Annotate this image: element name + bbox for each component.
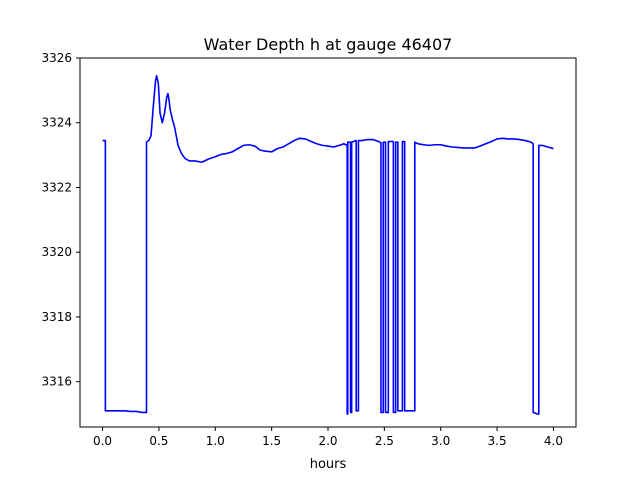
y-tick-label: 3316	[41, 375, 72, 389]
x-tick-label: 3.0	[431, 434, 450, 448]
y-tick-label: 3326	[41, 51, 72, 65]
x-axis-label: hours	[310, 457, 347, 472]
y-tick-label: 3320	[41, 245, 72, 259]
y-tick-label: 3318	[41, 310, 72, 324]
y-tick-label: 3322	[41, 180, 72, 194]
x-tick-label: 2.5	[375, 434, 394, 448]
x-tick-label: 3.5	[488, 434, 507, 448]
x-tick-label: 1.0	[206, 434, 225, 448]
x-tick-label: 0.5	[149, 434, 168, 448]
x-tick-label: 1.5	[262, 434, 281, 448]
series-line-0	[102, 75, 554, 415]
chart-title: Water Depth h at gauge 46407	[204, 35, 453, 54]
plot-area: 0.0 0.5 1.0 1.5 2.0 2.5 3.0 3.5 4.0 3316 3318 3320 3…	[41, 51, 577, 448]
x-tick-label: 0.0	[93, 434, 112, 448]
x-tick-label: 4.0	[544, 434, 563, 448]
y-tick-label: 3324	[41, 116, 72, 130]
x-tick-label: 2.0	[318, 434, 337, 448]
